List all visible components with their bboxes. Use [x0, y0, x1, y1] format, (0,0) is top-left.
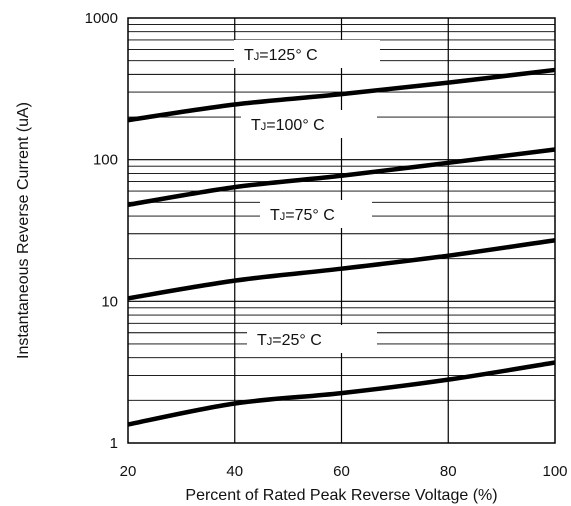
series-line-2 — [127, 237, 556, 301]
label-background — [260, 200, 372, 228]
y-tick-label: 10 — [101, 293, 118, 310]
x-tick-label: 20 — [120, 463, 137, 480]
curve-label-text: TJ=75° C — [270, 207, 335, 224]
curves — [127, 67, 556, 427]
curve-label-0: TJ=125° C — [234, 40, 380, 68]
y-tick-label: 100 — [93, 152, 118, 169]
grid — [128, 18, 555, 443]
series-line-0 — [127, 67, 556, 123]
label-background — [234, 40, 380, 68]
y-tick-label: 1000 — [85, 10, 118, 27]
tick-labels: 20 40 60 80 100 1 10 100 1000 — [85, 10, 568, 480]
x-tick-label: 80 — [440, 463, 457, 480]
label-background — [247, 325, 377, 353]
x-tick-label: 100 — [542, 463, 567, 480]
curve-label-3: TJ=25° C — [247, 325, 377, 353]
label-background — [241, 110, 377, 138]
curve-labels: TJ=125° C TJ=100° C TJ=75° C TJ=25° C — [234, 40, 380, 353]
x-axis-title: Percent of Rated Peak Reverse Voltage (%… — [185, 487, 497, 504]
curve-label-1: TJ=100° C — [241, 110, 377, 138]
plot-frame — [127, 17, 556, 444]
curve-label-text: TJ=125° C — [244, 47, 318, 64]
x-tick-label: 40 — [226, 463, 243, 480]
series-line-3 — [127, 360, 556, 427]
y-axis-title: Instantaneous Reverse Current (uA) — [15, 102, 32, 359]
y-tick-label: 1 — [110, 435, 118, 452]
x-tick-label: 60 — [333, 463, 350, 480]
curve-label-2: TJ=75° C — [260, 200, 372, 228]
curve-label-text: TJ=25° C — [257, 332, 322, 349]
curve-label-text: TJ=100° C — [251, 117, 325, 134]
series-line-1 — [127, 147, 556, 208]
